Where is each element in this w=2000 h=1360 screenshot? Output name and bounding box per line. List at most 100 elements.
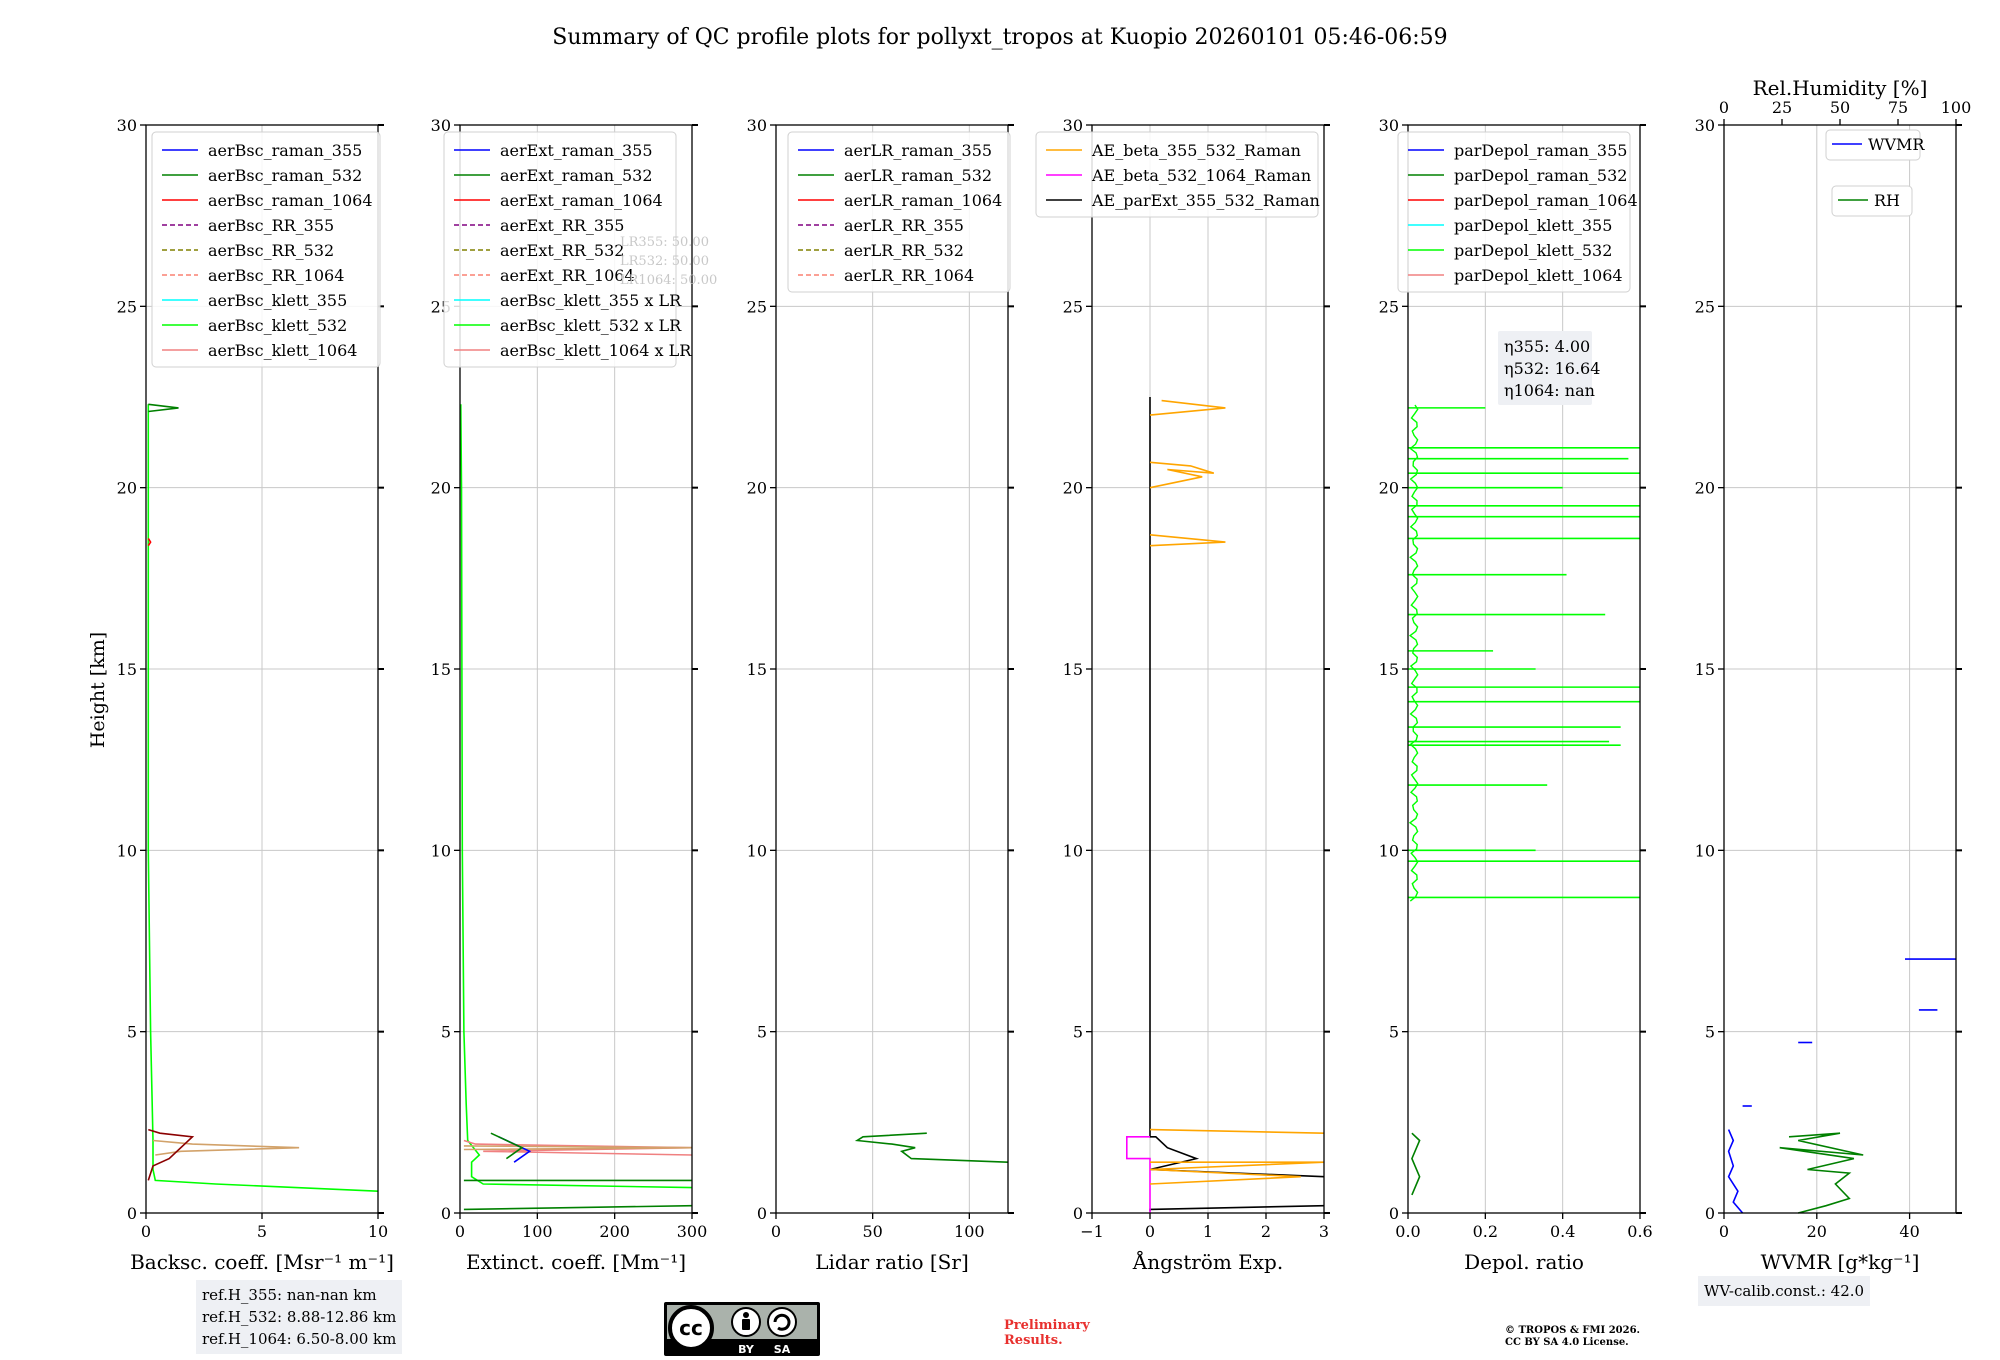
legend-label: aerLR_RR_532: [844, 241, 964, 260]
figure-title: Summary of QC profile plots for pollyxt_…: [552, 25, 1447, 50]
legend-label: parDepol_klett_355: [1454, 216, 1612, 235]
x-axis-label: Ångström Exp.: [1132, 1249, 1283, 1274]
legend-label: aerBsc_klett_532: [208, 316, 347, 335]
y-tick-label: 5: [127, 1023, 137, 1042]
y-tick-label: 30: [747, 116, 767, 135]
legend-label: aerLR_raman_532: [844, 166, 992, 185]
x-tick-label: 200: [599, 1222, 630, 1241]
y-tick-label: 15: [1695, 660, 1715, 679]
legend-box: [443, 131, 677, 368]
y-tick-label: 30: [1063, 116, 1083, 135]
x-tick-label: 0: [1719, 1222, 1729, 1241]
series-line-4: [1149, 1161, 1325, 1185]
legend-label: parDepol_raman_532: [1454, 166, 1627, 185]
y-tick-label: 0: [441, 1204, 451, 1223]
x-tick-label: 1: [1203, 1222, 1213, 1241]
y-tick-label: 15: [1063, 660, 1083, 679]
x-tick-label: 5: [257, 1222, 267, 1241]
x-axis-label: Extinct. coeff. [Mm⁻¹]: [466, 1250, 686, 1274]
series-line-1: [147, 404, 379, 1192]
legend-label: aerExt_RR_1064: [500, 266, 635, 285]
series-line-5: [147, 537, 152, 547]
y-tick-label: 15: [431, 660, 451, 679]
x-tick-label: 0: [771, 1222, 781, 1241]
series-line-5: [463, 1204, 693, 1211]
x-tick-label: 100: [954, 1222, 985, 1241]
x-axis-label: Backsc. coeff. [Msr⁻¹ m⁻¹]: [130, 1250, 394, 1274]
series-line-1: [460, 404, 693, 1189]
y-tick-label: 0: [1073, 1204, 1083, 1223]
y-tick-label: 5: [1389, 1023, 1399, 1042]
y-tick-label: 5: [757, 1023, 767, 1042]
legend-box: [787, 131, 1011, 293]
legend-label: aerLR_raman_1064: [844, 191, 1002, 210]
series-line-8: [1149, 399, 1226, 416]
legend-label: aerLR_RR_355: [844, 216, 964, 235]
x-tick-label: 20: [1807, 1222, 1827, 1241]
ref-height-532: ref.H_532: 8.88-12.86 km: [202, 1308, 397, 1326]
legend-box: [1831, 185, 1913, 217]
legend-label: aerBsc_RR_1064: [208, 266, 344, 285]
ref-height-355: ref.H_355: nan-nan km: [202, 1286, 377, 1304]
legend-label: aerBsc_klett_532 x LR: [500, 316, 682, 335]
y-tick-label: 30: [117, 116, 137, 135]
copyright-note: © TROPOS & FMI 2026. CC BY SA 4.0 Licens…: [1505, 1325, 1640, 1349]
y-tick-label: 10: [1063, 841, 1083, 860]
x-axis-label: Lidar ratio [Sr]: [815, 1250, 969, 1274]
y-tick-label: 30: [1379, 116, 1399, 135]
legend-label: aerExt_raman_355: [500, 141, 653, 160]
series-line-3: [1126, 1136, 1151, 1213]
y-tick-label: 10: [117, 841, 137, 860]
y-tick-label: 25: [117, 297, 137, 316]
x-tick-label: 300: [677, 1222, 708, 1241]
series-line-5: [1149, 1128, 1325, 1134]
series-line-2: [1149, 397, 1325, 1178]
series-line-1: [1411, 1132, 1421, 1196]
series-line-4: [148, 403, 179, 413]
legend-box: [1397, 131, 1631, 293]
chart-panel-1: 0 5 10 15 20 25 30 0 5 10 Backsc. coeff. [Msr⁻¹ m⁻…: [117, 116, 394, 1274]
y-tick-label: 10: [1379, 841, 1399, 860]
legend-label: aerBsc_raman_355: [208, 141, 362, 160]
legend-label: aerBsc_raman_532: [208, 166, 362, 185]
x-tick-label: 2: [1261, 1222, 1271, 1241]
legend-label: WVMR: [1868, 135, 1925, 154]
y-tick-label: 0: [1705, 1204, 1715, 1223]
series-line-1: [1727, 1129, 1744, 1214]
copyright-line-1: © TROPOS & FMI 2026.: [1505, 1325, 1641, 1336]
faded-lidar-ratio-note: LR1064: 50.00: [620, 273, 717, 288]
x-tick-label: 3: [1319, 1222, 1329, 1241]
y-tick-label: 25: [1063, 297, 1083, 316]
y-tick-label: 15: [1379, 660, 1399, 679]
top-tick-label: 50: [1830, 98, 1850, 117]
y-tick-label: 5: [441, 1023, 451, 1042]
legend-box: [1035, 131, 1319, 218]
y-tick-label: 15: [747, 660, 767, 679]
chart-panel-3: 0 5 10 15 20 25 30 0 50 100 Lidar ratio [Sr] aerLR_…: [747, 116, 1014, 1274]
top-tick-label: 75: [1888, 98, 1908, 117]
y-tick-label: 20: [1379, 479, 1399, 498]
y-tick-label: 20: [747, 479, 767, 498]
y-tick-label: 30: [1695, 116, 1715, 135]
x-tick-label: 0.6: [1627, 1222, 1652, 1241]
preliminary-line-2: Results.: [1004, 1333, 1063, 1348]
legend-label: parDepol_raman_355: [1454, 141, 1627, 160]
series-line-2: [152, 1139, 300, 1156]
x-tick-label: 40: [1899, 1222, 1919, 1241]
legend-label: AE_parExt_355_532_Raman: [1091, 191, 1320, 210]
y-tick-label: 20: [1695, 479, 1715, 498]
legend-label: aerBsc_klett_1064 x LR: [500, 341, 692, 360]
series-baseline: [1408, 404, 1419, 902]
legend-label: AE_beta_355_532_Raman: [1091, 141, 1301, 160]
legend-label: parDepol_raman_1064: [1454, 191, 1638, 210]
top-tick-label: 100: [1941, 98, 1972, 117]
legend-label: aerBsc_klett_1064: [208, 341, 357, 360]
legend-label: parDepol_klett_1064: [1454, 266, 1623, 285]
legend-label: aerExt_RR_355: [500, 216, 624, 235]
eta-value: η532: 16.64: [1504, 359, 1600, 378]
y-tick-label: 30: [431, 116, 451, 135]
series-line-7: [1149, 461, 1215, 489]
x-tick-label: 10: [368, 1222, 388, 1241]
